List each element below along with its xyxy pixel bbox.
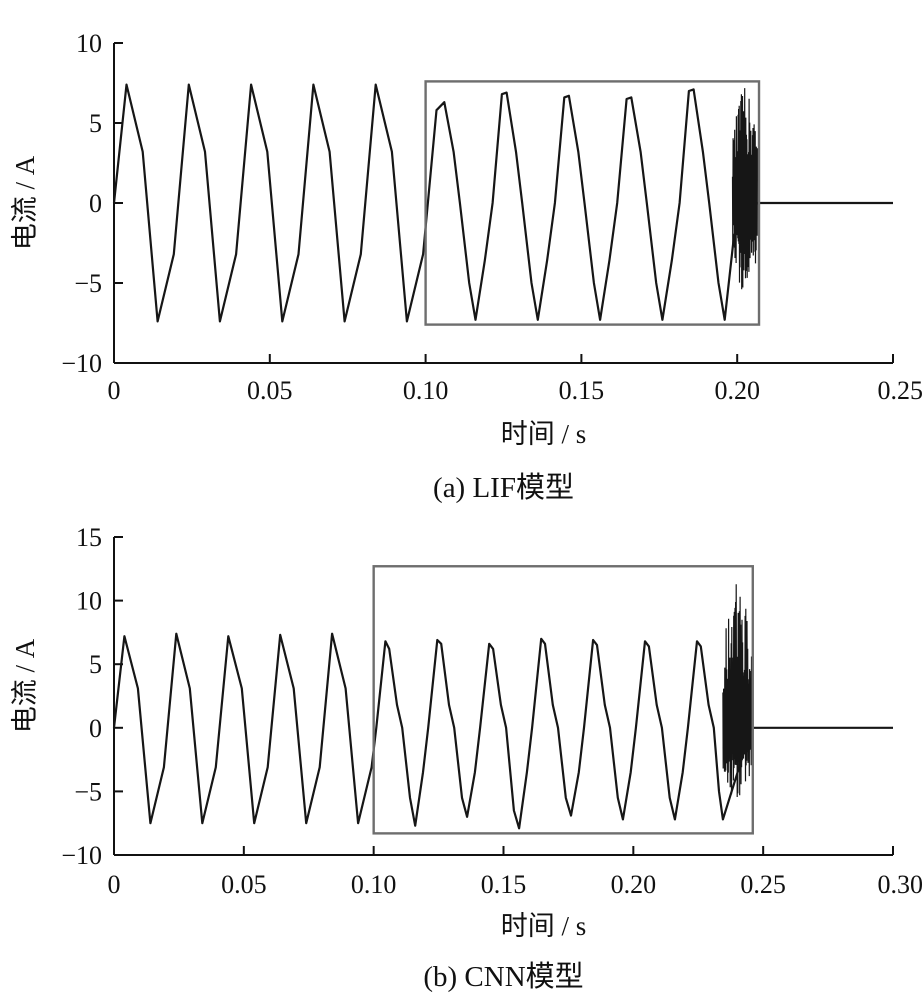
y-axis-label: 电流 / A [10,155,40,250]
y-tick-label: 5 [89,650,102,679]
y-tick-label: 5 [89,109,102,138]
y-tick-label: −10 [61,349,102,378]
panel-caption: (b) CNN模型 [423,960,583,993]
x-tick-label: 0.20 [714,376,760,405]
highlight-box [372,565,754,835]
y-tick-label: −5 [74,777,102,806]
x-tick-label: 0.10 [351,870,397,899]
x-tick-label: 0 [108,376,121,405]
x-axis-label: 时间 / s [501,911,587,941]
y-tick-label: 15 [76,523,102,552]
x-tick-label: 0.30 [878,870,924,899]
x-axis-label: 时间 / s [501,419,587,449]
y-tick-label: −10 [61,841,102,870]
panel-a: −10 −5 0 5 10 0 0.05 0.10 0.15 0.20 0.25 电流 / A 时间 /… [10,29,923,504]
y-tick-label: 0 [89,714,102,743]
panel-b: −10 −5 0 5 10 15 0 0.05 0.10 0.15 0.20 0.25 0.30 电流 /… [10,523,923,993]
panel-caption: (a) LIF模型 [433,471,574,504]
y-axis-label: 电流 / A [10,638,40,733]
x-tick-label: 0.20 [611,870,657,899]
x-tick-label: 0.25 [878,376,924,405]
series-line [112,632,893,830]
x-tick-label: 0.15 [559,376,605,405]
series-line [112,83,893,323]
x-tick-label: 0.15 [481,870,527,899]
fault-oscillation-burst [731,88,759,290]
x-tick-label: 0.05 [221,870,267,899]
y-tick-label: −5 [74,269,102,298]
y-tick-label: 0 [89,189,102,218]
x-tick-label: 0.05 [247,376,293,405]
fault-oscillation-burst [722,584,753,798]
y-tick-label: 10 [76,29,102,58]
y-tick-label: 10 [76,587,102,616]
x-tick-label: 0 [108,870,121,899]
x-tick-label: 0.10 [403,376,449,405]
x-tick-label: 0.25 [740,870,786,899]
highlight-box [424,80,761,326]
